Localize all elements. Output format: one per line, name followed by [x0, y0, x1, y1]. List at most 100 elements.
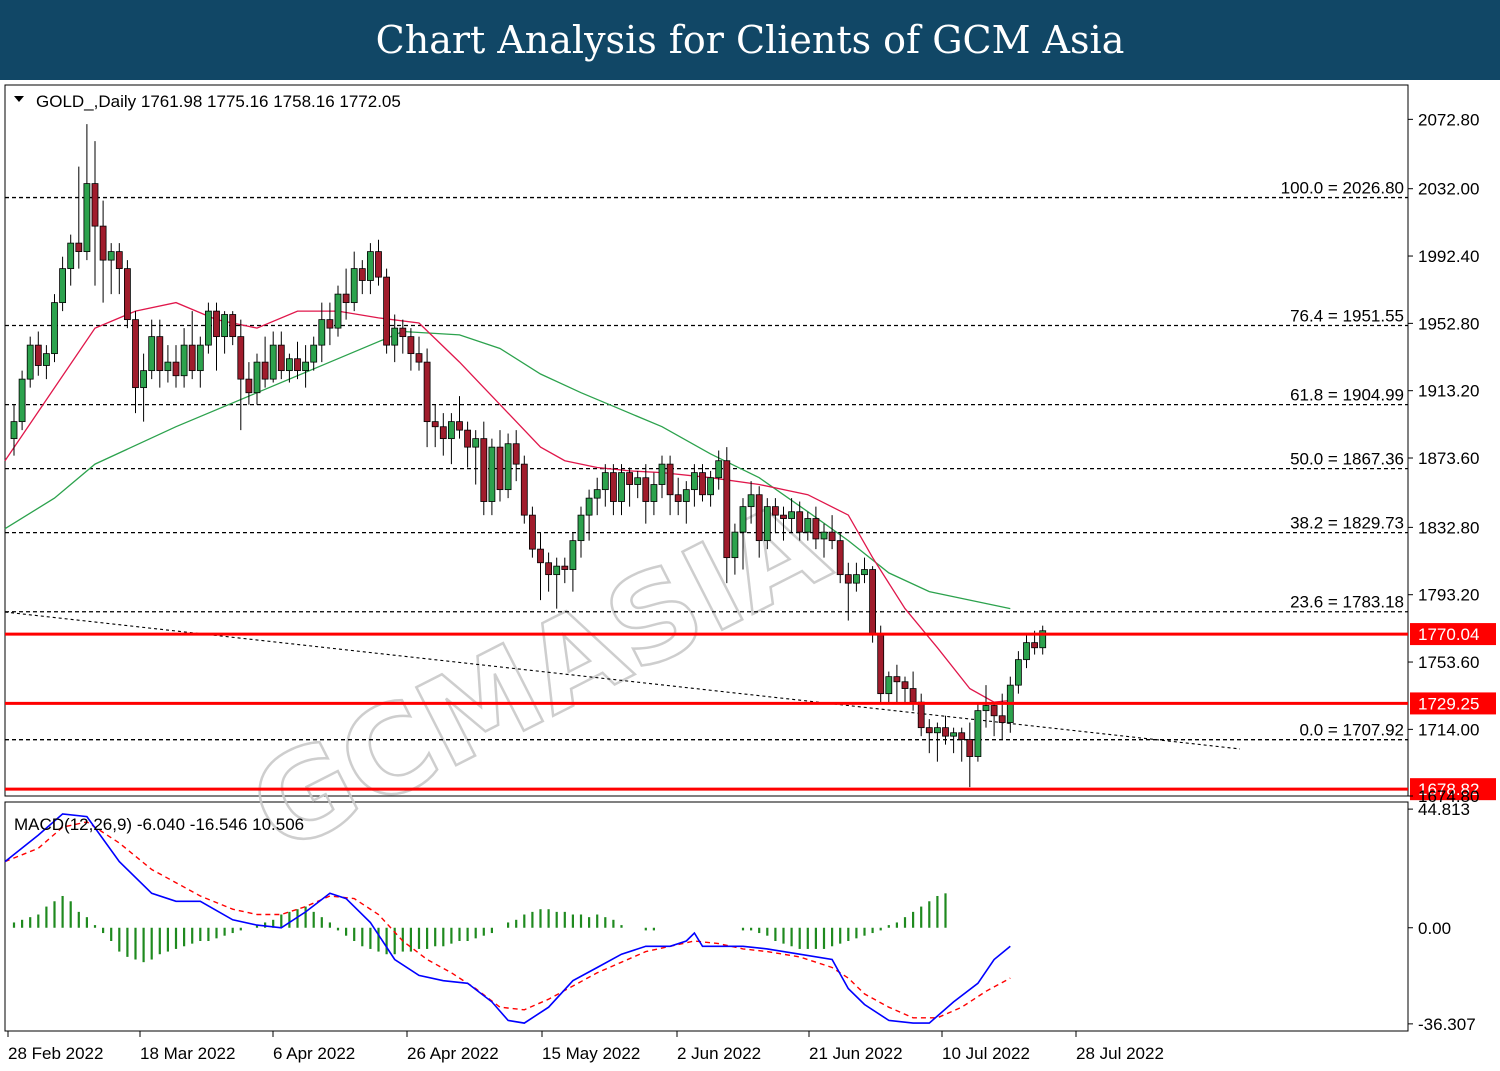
candle	[990, 702, 998, 737]
candle	[723, 447, 731, 584]
price-tick-label: 1674.80	[1418, 787, 1479, 806]
price-tick-label: 1913.20	[1418, 382, 1479, 401]
candle-bear	[869, 569, 876, 635]
candle	[326, 302, 334, 346]
dropdown-arrow-icon[interactable]	[14, 96, 24, 102]
candle-bull	[763, 506, 771, 542]
candle	[43, 345, 50, 380]
candle-bear	[561, 565, 569, 570]
candle	[561, 557, 569, 584]
candle	[221, 311, 229, 354]
fib-label: 61.8 = 1904.99	[1290, 386, 1404, 405]
candle	[666, 455, 674, 516]
candle	[747, 481, 755, 524]
candle-bull	[715, 460, 723, 479]
candle-bear	[901, 681, 909, 689]
candle-bear	[172, 361, 180, 377]
candle-bull	[18, 378, 26, 423]
candle-bull	[731, 531, 739, 559]
candle	[269, 331, 277, 383]
candle	[569, 532, 577, 592]
candle	[99, 200, 107, 303]
candle	[140, 353, 148, 422]
candle-bull	[180, 344, 188, 377]
candle	[853, 562, 860, 592]
candle	[861, 557, 868, 584]
candle-bear	[626, 472, 633, 485]
candle	[942, 715, 949, 745]
candle	[512, 430, 520, 482]
candle	[399, 319, 407, 354]
candle-bull	[658, 463, 666, 485]
time-tick-label: 28 Feb 2022	[8, 1044, 103, 1063]
candle	[318, 302, 326, 363]
candle	[958, 727, 966, 762]
candle	[950, 727, 957, 754]
candle	[51, 294, 58, 363]
macd-main-line	[4, 813, 1011, 1024]
candle-bull	[1023, 642, 1030, 661]
candle-bull	[585, 497, 593, 516]
candle	[83, 124, 91, 261]
candle-bull	[553, 565, 561, 576]
candle-bull	[350, 268, 358, 304]
candle	[456, 396, 463, 439]
candle	[253, 353, 261, 405]
candle	[415, 336, 423, 371]
level-tag	[1410, 692, 1496, 715]
symbol-header: GOLD_,Daily 1761.98 1775.16 1758.16 1772…	[36, 92, 401, 111]
candle-bull	[83, 183, 91, 253]
candle	[658, 455, 666, 499]
time-tick-label: 28 Jul 2022	[1076, 1044, 1164, 1063]
candle-bear	[294, 358, 301, 372]
candle-bull	[569, 540, 577, 570]
candle	[634, 470, 642, 499]
candle	[610, 464, 617, 516]
fib-label: 100.0 = 2026.80	[1281, 179, 1404, 198]
candle	[391, 314, 399, 363]
fib-label: 23.6 = 1783.18	[1290, 593, 1404, 612]
price-tick-label: 2072.80	[1418, 110, 1479, 129]
candle	[115, 243, 123, 295]
candle	[488, 438, 496, 516]
candle	[553, 557, 561, 609]
candle	[423, 348, 431, 448]
candle-bear	[358, 268, 366, 281]
macd-signal-line	[4, 821, 1011, 1019]
candle-bear	[666, 463, 674, 496]
candle	[739, 498, 747, 570]
candle-bear	[674, 494, 682, 502]
candle	[877, 625, 885, 703]
banner-title: Chart Analysis for Clients of GCM Asia	[0, 0, 1500, 80]
candle	[1023, 634, 1030, 669]
candle-bull	[302, 361, 310, 372]
candle-bear	[456, 421, 463, 431]
candle	[277, 331, 285, 380]
candle	[237, 319, 245, 431]
candle-bull	[707, 477, 714, 496]
candle	[836, 532, 844, 584]
candle	[496, 430, 504, 502]
level-tag	[1410, 623, 1496, 646]
candle	[844, 562, 852, 621]
candle-bull	[204, 310, 212, 346]
fib-label: 50.0 = 1867.36	[1290, 450, 1404, 469]
candle	[26, 336, 34, 388]
candle	[1039, 625, 1047, 655]
candle-bear	[893, 676, 901, 683]
candle-bull	[221, 314, 229, 338]
candle-bear	[124, 268, 131, 321]
candle	[285, 353, 293, 383]
candle-bull	[366, 251, 374, 281]
candle	[472, 430, 480, 485]
candle	[618, 464, 625, 516]
candle	[213, 302, 220, 371]
candle	[934, 722, 941, 762]
time-tick-label: 21 Jun 2022	[809, 1044, 903, 1063]
candle-bear	[723, 460, 731, 559]
candle	[828, 515, 836, 550]
macd-header: MACD(12,26,9) -6.040 -16.546 10.506	[14, 815, 304, 834]
candle-bull	[196, 344, 204, 372]
candle-bear	[496, 446, 504, 491]
